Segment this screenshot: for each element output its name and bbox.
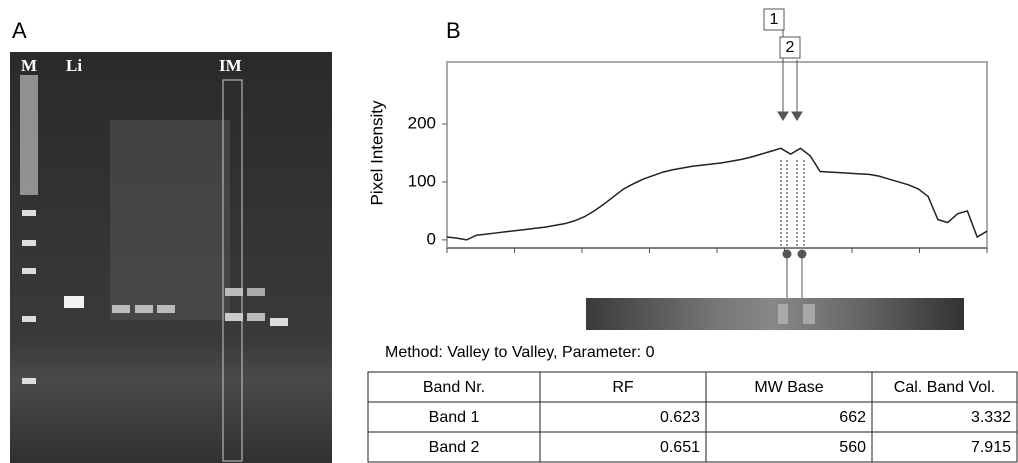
y-tick-label: 100 xyxy=(408,171,436,190)
y-tick-label: 200 xyxy=(408,113,436,132)
table-cell: 0.651 xyxy=(660,439,700,456)
strip-band xyxy=(778,304,788,324)
table-frame xyxy=(367,371,1018,463)
table-cell: 7.915 xyxy=(971,439,1011,456)
lane-label: M xyxy=(21,56,37,75)
table-cell: Band 1 xyxy=(429,409,480,426)
profile-line xyxy=(446,147,988,241)
method-text: Method: Valley to Valley, Parameter: 0 xyxy=(385,344,655,361)
strip-band xyxy=(803,304,815,324)
table-header: Band Nr. xyxy=(423,379,485,396)
y-axis-title: Pixel Intensity xyxy=(367,100,386,205)
lane-box xyxy=(222,79,243,462)
band-markers xyxy=(780,160,805,248)
table-cell: 560 xyxy=(839,439,866,456)
gel-bands xyxy=(20,75,288,384)
annotation-box xyxy=(763,8,785,31)
annotation: 2 xyxy=(786,39,795,56)
table-cell: 662 xyxy=(839,409,866,426)
table-cell: 0.623 xyxy=(660,409,700,426)
annotation: 1 xyxy=(770,11,779,28)
plot-frame xyxy=(446,61,988,249)
lane-label: Li xyxy=(66,56,82,75)
arrows xyxy=(777,30,807,298)
lane-label: IM xyxy=(219,56,242,75)
y-tick-label: 0 xyxy=(427,229,436,248)
annotation-box xyxy=(779,36,801,59)
table-cell: Band 2 xyxy=(429,439,480,456)
table-header: Cal. Band Vol. xyxy=(894,379,995,396)
panel-label: B xyxy=(446,18,461,43)
table-cell: 3.332 xyxy=(971,409,1011,426)
table-header: MW Base xyxy=(754,379,823,396)
table-header: RF xyxy=(612,379,634,396)
panel-label: A xyxy=(12,18,27,43)
lane-strip xyxy=(586,298,964,330)
